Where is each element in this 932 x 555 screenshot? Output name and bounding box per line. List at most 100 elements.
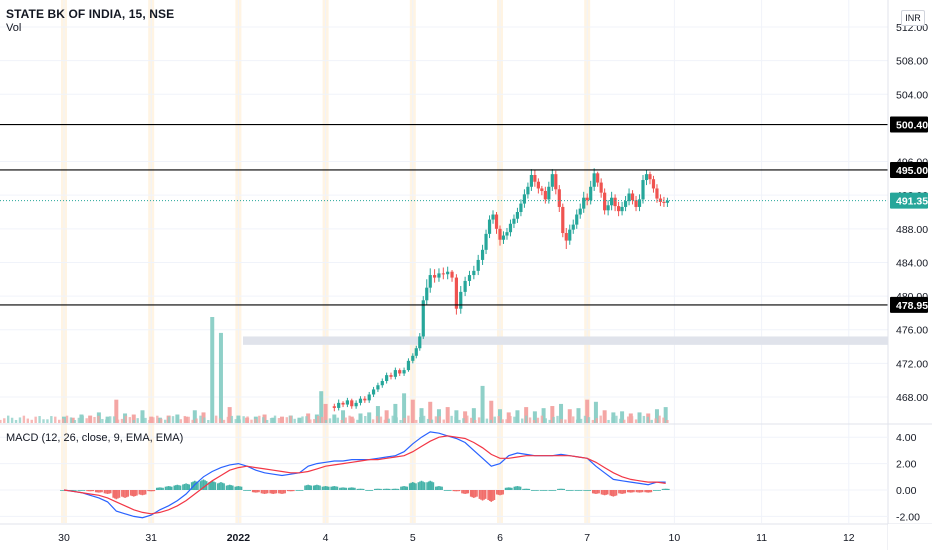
- volume-bar: [191, 419, 194, 423]
- macd-histogram-bar: [392, 488, 395, 490]
- volume-bar: [379, 416, 383, 423]
- macd-histogram-bar: [554, 490, 557, 491]
- macd-histogram-bar: [330, 486, 332, 490]
- volume-bar: [637, 412, 642, 423]
- volume-bar: [583, 415, 587, 423]
- candle-body: [585, 197, 589, 201]
- volume-bar: [436, 409, 441, 423]
- macd-histogram-bar: [118, 490, 121, 498]
- macd-histogram-bar: [602, 490, 604, 495]
- volume-bar: [445, 407, 450, 423]
- candle-body: [425, 287, 429, 301]
- macd-histogram-bar: [666, 488, 669, 490]
- price-tick-label: 508.00: [896, 56, 928, 68]
- volume-bar: [658, 415, 661, 423]
- macd-histogram-bar: [400, 486, 402, 490]
- macd-histogram-bar: [178, 485, 180, 490]
- macd-histogram-bar: [272, 490, 275, 494]
- volume-bar: [524, 407, 529, 423]
- macd-histogram-bar: [179, 485, 182, 490]
- volume-legend-label: Vol: [6, 22, 22, 34]
- macd-histogram-bar: [71, 490, 74, 491]
- candle-body: [575, 214, 579, 225]
- time-tick-label: 31: [145, 532, 157, 544]
- volume-bar: [515, 410, 520, 423]
- volume-bar: [481, 415, 485, 423]
- macd-histogram-bar: [541, 490, 543, 491]
- macd-histogram-bar: [365, 490, 367, 491]
- volume-bar: [415, 419, 418, 423]
- macd-histogram-bar: [441, 486, 443, 490]
- candle-body: [630, 193, 635, 201]
- macd-histogram-bar: [570, 490, 573, 491]
- macd-histogram-bar: [291, 490, 294, 492]
- macd-histogram-bar: [304, 485, 306, 490]
- volume-bar: [634, 419, 638, 423]
- volume-bar: [403, 417, 406, 423]
- macd-histogram-bar: [275, 490, 278, 494]
- macd-histogram-bar: [289, 490, 292, 492]
- volume-bar: [175, 414, 180, 423]
- macd-histogram-bar: [326, 486, 328, 490]
- macd-histogram-bar: [197, 482, 199, 490]
- candle-body: [637, 199, 642, 207]
- macd-histogram-bar: [173, 485, 176, 490]
- candle-body: [398, 370, 402, 374]
- volume-bar: [132, 419, 135, 423]
- volume-bar: [550, 406, 555, 423]
- macd-histogram-bar: [361, 488, 363, 490]
- macd-histogram-bar: [502, 490, 504, 495]
- macd-histogram-bar: [431, 481, 433, 490]
- macd-histogram-bar: [504, 487, 507, 490]
- volume-bar: [85, 418, 88, 423]
- volume-bar: [548, 419, 551, 423]
- candle-body: [648, 174, 652, 180]
- macd-histogram-bar: [507, 487, 510, 490]
- macd-histogram-bar: [454, 490, 456, 492]
- volume-bar: [18, 417, 22, 423]
- candle-body: [515, 211, 520, 219]
- macd-histogram-bar: [382, 488, 385, 490]
- candle-body: [533, 174, 537, 182]
- volume-bar: [591, 419, 595, 423]
- volume-bar: [163, 419, 167, 423]
- symbol-title: STATE BK OF INDIA, 15, NSE: [6, 7, 175, 21]
- macd-histogram-bar: [563, 488, 565, 490]
- macd-histogram-bar: [300, 490, 302, 491]
- currency-badge[interactable]: INR: [901, 10, 925, 26]
- macd-histogram-bar: [614, 490, 616, 497]
- macd-histogram-bar: [323, 486, 325, 490]
- volume-bar: [323, 403, 328, 423]
- macd-histogram-bar: [657, 490, 660, 491]
- macd-histogram-bar: [269, 490, 271, 494]
- candle-body: [437, 273, 441, 278]
- macd-histogram-bar: [553, 490, 555, 491]
- macd-histogram-bar: [96, 490, 99, 493]
- macd-histogram-bar: [61, 490, 64, 491]
- candle-body: [641, 180, 645, 200]
- macd-histogram-bar: [112, 490, 114, 498]
- candle-body: [561, 206, 565, 234]
- macd-histogram-bar: [610, 490, 613, 497]
- macd-histogram-bar: [606, 490, 609, 495]
- volume-bar: [603, 417, 606, 423]
- volume-bar: [419, 408, 424, 423]
- volume-bar: [560, 419, 563, 423]
- macd-tick-label: 4.00: [896, 432, 917, 444]
- volume-bar: [662, 417, 665, 423]
- volume-bar: [58, 419, 61, 423]
- macd-histogram-bar: [136, 490, 138, 496]
- volume-bar: [540, 415, 544, 423]
- macd-histogram-bar: [340, 487, 343, 490]
- volume-bar: [521, 418, 524, 423]
- volume-bar: [399, 419, 402, 423]
- macd-histogram-bar: [488, 490, 491, 501]
- macd-histogram-bar: [579, 490, 581, 491]
- macd-histogram-bar: [188, 484, 191, 490]
- volume-bar: [575, 419, 579, 423]
- candle-body: [428, 275, 432, 288]
- macd-histogram-bar: [450, 490, 452, 491]
- macd-histogram-bar: [316, 484, 318, 490]
